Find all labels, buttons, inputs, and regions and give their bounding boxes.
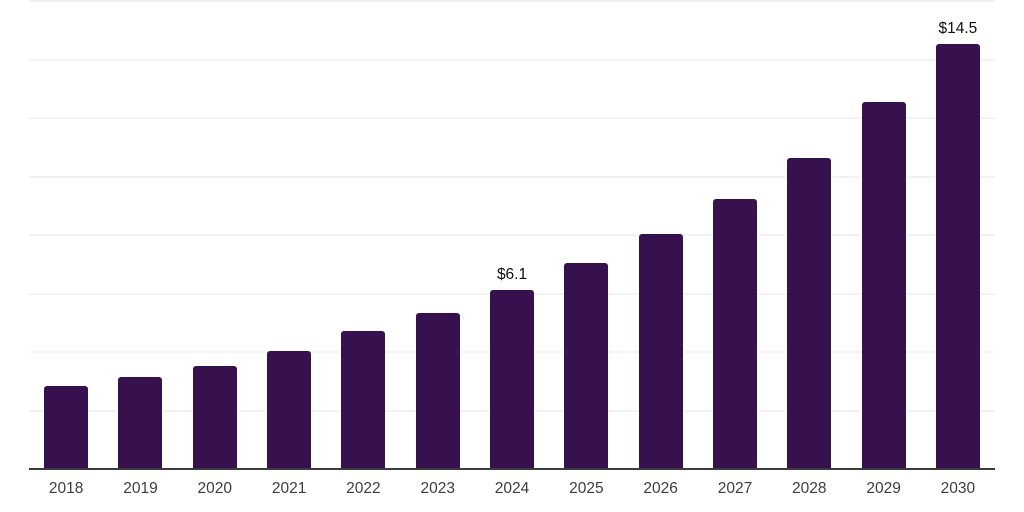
x-axis: 2018 2019 2020 2021 2022 2023 2024 2025 2026 2027… — [29, 470, 995, 498]
bar-2021 — [267, 351, 312, 468]
bar-slot-2020 — [178, 0, 252, 468]
bar-2025 — [564, 263, 609, 468]
x-tick-2019: 2019 — [123, 480, 158, 497]
bar-2026 — [638, 234, 683, 468]
x-tick-2018: 2018 — [48, 480, 84, 497]
gridline-12 — [29, 117, 995, 119]
bar-2019 — [118, 377, 163, 468]
data-label-2030: $14.5 — [938, 20, 978, 38]
bar-slot-2025 — [549, 0, 623, 468]
x-tick-2022: 2022 — [346, 480, 381, 497]
x-tick-2026: 2026 — [643, 480, 678, 497]
x-tick-2020: 2020 — [197, 480, 233, 497]
bar-slot-2021 — [252, 0, 326, 468]
x-tick-2028: 2028 — [792, 480, 827, 497]
x-tick-2027: 2027 — [717, 480, 753, 497]
bar-2030 — [935, 43, 980, 468]
bars-row: $6.1 $14.5 — [29, 0, 995, 468]
x-tick-2021: 2021 — [271, 480, 307, 497]
bar-2029 — [861, 102, 906, 468]
gridline-14 — [29, 58, 995, 61]
bar-2020 — [192, 365, 237, 468]
plot-area: $6.1 $14.5 — [29, 0, 995, 470]
bar-slot-2030: $14.5 — [921, 0, 995, 468]
bar-slot-2029 — [846, 0, 920, 468]
bar-slot-2026 — [624, 0, 698, 468]
bar-slot-2024: $6.1 — [475, 0, 549, 468]
bar-2027 — [712, 198, 757, 468]
bar-2024 — [490, 289, 535, 468]
bar-slot-2028 — [772, 0, 846, 468]
gridline-16 — [29, 0, 995, 2]
bar-slot-2027 — [698, 0, 772, 468]
x-tick-2023: 2023 — [420, 480, 455, 497]
bar-2018 — [44, 386, 89, 468]
bar-2023 — [415, 313, 460, 468]
data-label-2024: $6.1 — [496, 266, 528, 284]
gridline-8 — [29, 234, 995, 236]
x-tick-2024: 2024 — [494, 480, 530, 497]
bar-slot-2022 — [326, 0, 400, 468]
gridline-10 — [29, 175, 995, 178]
bar-slot-2023 — [401, 0, 475, 468]
bar-2028 — [787, 157, 832, 468]
x-tick-2025: 2025 — [569, 480, 604, 497]
x-tick-2030: 2030 — [940, 480, 976, 497]
bar-2022 — [341, 330, 386, 468]
bar-slot-2018 — [29, 0, 103, 468]
x-tick-2029: 2029 — [866, 480, 901, 497]
bar-slot-2019 — [103, 0, 177, 468]
